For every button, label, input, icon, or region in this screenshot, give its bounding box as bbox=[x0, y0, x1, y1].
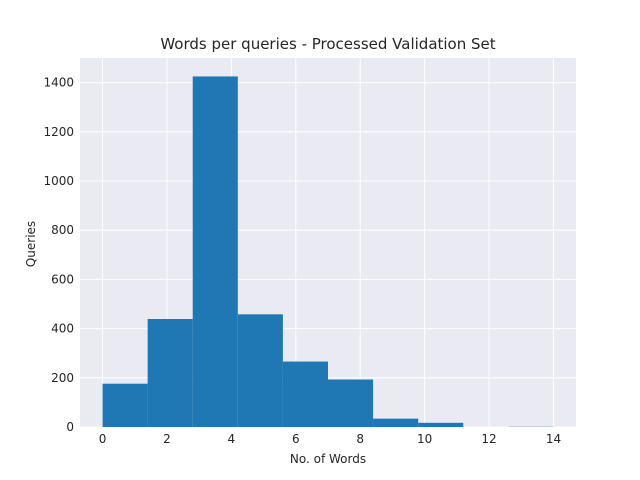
y-axis-label: Queries bbox=[24, 221, 38, 267]
x-tick-label: 0 bbox=[99, 432, 107, 446]
x-tick-label: 8 bbox=[356, 432, 364, 446]
x-tick-label: 12 bbox=[481, 432, 496, 446]
histogram-bar bbox=[192, 76, 238, 427]
y-tick-label: 800 bbox=[51, 223, 74, 237]
histogram-bar bbox=[237, 314, 283, 427]
histogram-bar bbox=[282, 361, 328, 427]
x-tick-label: 4 bbox=[228, 432, 236, 446]
y-tick-label: 1200 bbox=[43, 125, 74, 139]
x-tick-label: 10 bbox=[417, 432, 432, 446]
bars bbox=[102, 76, 554, 427]
histogram-bar bbox=[328, 379, 374, 427]
y-tick-labels: 0 200 400 600 800 1000 1200 1400 bbox=[43, 76, 74, 434]
histogram-bar bbox=[373, 418, 419, 427]
y-tick-label: 1400 bbox=[43, 76, 74, 90]
chart-title: Words per queries - Processed Validation… bbox=[160, 35, 495, 53]
x-tick-label: 14 bbox=[546, 432, 561, 446]
x-tick-label: 6 bbox=[292, 432, 300, 446]
y-tick-label: 0 bbox=[66, 420, 74, 434]
histogram-bar bbox=[147, 319, 193, 427]
histogram-bar bbox=[418, 422, 464, 427]
x-tick-labels: 0 2 4 6 8 10 12 14 bbox=[99, 432, 561, 446]
y-tick-label: 600 bbox=[51, 272, 74, 286]
histogram-bar bbox=[102, 383, 148, 427]
y-tick-label: 1000 bbox=[43, 174, 74, 188]
y-tick-label: 400 bbox=[51, 322, 74, 336]
x-axis-label: No. of Words bbox=[290, 452, 366, 466]
y-tick-label: 200 bbox=[51, 371, 74, 385]
x-tick-label: 2 bbox=[163, 432, 171, 446]
